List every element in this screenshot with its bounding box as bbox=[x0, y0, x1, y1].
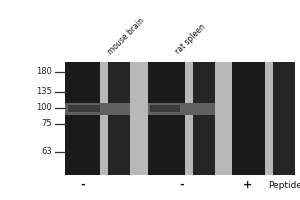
Bar bbox=[65, 62, 295, 175]
Text: rat spleen: rat spleen bbox=[174, 22, 207, 56]
Bar bbox=[148, 62, 185, 175]
Bar bbox=[273, 62, 295, 175]
Bar bbox=[68, 105, 100, 112]
Bar bbox=[65, 62, 100, 175]
Bar bbox=[108, 62, 130, 175]
Text: 75: 75 bbox=[41, 119, 52, 129]
Bar bbox=[148, 103, 215, 115]
Text: -: - bbox=[81, 180, 85, 190]
Text: +: + bbox=[243, 180, 253, 190]
Text: Peptide: Peptide bbox=[268, 180, 300, 190]
Text: 135: 135 bbox=[36, 88, 52, 97]
Bar bbox=[193, 62, 215, 175]
Bar bbox=[150, 105, 180, 112]
Bar bbox=[65, 103, 130, 115]
Text: mouse brain: mouse brain bbox=[106, 16, 146, 56]
Text: 180: 180 bbox=[36, 68, 52, 76]
Text: 63: 63 bbox=[41, 148, 52, 156]
Bar bbox=[232, 62, 265, 175]
Text: 100: 100 bbox=[36, 104, 52, 112]
Text: -: - bbox=[180, 180, 184, 190]
